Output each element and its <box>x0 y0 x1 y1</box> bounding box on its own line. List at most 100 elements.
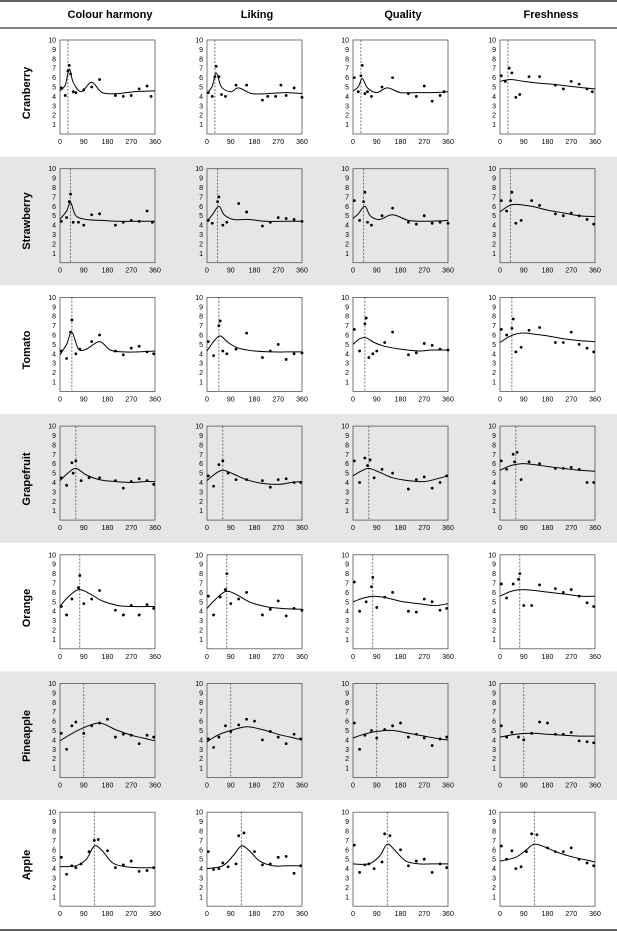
data-point <box>279 83 283 87</box>
data-point <box>510 327 514 330</box>
data-point <box>225 220 229 224</box>
y-tick-label: 7 <box>199 581 203 588</box>
data-point <box>363 733 367 737</box>
plot-frame <box>59 683 156 778</box>
y-tick-label: 5 <box>345 471 349 478</box>
y-tick-label: 6 <box>345 719 349 726</box>
y-tick-label: 2 <box>492 628 496 635</box>
data-point <box>137 613 141 617</box>
data-point <box>152 482 156 486</box>
x-tick-label: 180 <box>102 911 114 918</box>
x-tick-label: 360 <box>149 268 161 275</box>
x-tick-label: 0 <box>498 911 502 918</box>
data-point <box>292 86 296 90</box>
x-tick-label: 0 <box>351 268 355 275</box>
data-point <box>585 481 589 484</box>
y-tick-label: 5 <box>492 85 496 92</box>
x-tick-label: 360 <box>296 911 308 918</box>
data-point <box>375 349 379 353</box>
data-point <box>145 603 149 607</box>
data-point <box>422 597 426 601</box>
data-point <box>352 76 356 79</box>
data-point <box>585 218 589 221</box>
y-tick-label: 7 <box>199 452 203 459</box>
data-point <box>225 572 229 575</box>
y-tick-label: 8 <box>52 700 56 707</box>
data-point <box>121 486 125 490</box>
fitted-curve <box>206 205 302 222</box>
y-tick-label: 2 <box>52 499 56 506</box>
x-tick-label: 180 <box>395 268 407 275</box>
x-tick-label: 360 <box>296 525 308 532</box>
x-tick-label: 360 <box>589 911 601 918</box>
y-tick-label: 2 <box>199 885 203 892</box>
data-point <box>106 717 109 721</box>
data-point <box>363 92 367 95</box>
data-point <box>69 72 72 76</box>
fitted-curve <box>499 843 596 863</box>
plot-frame <box>59 168 156 264</box>
y-tick-label: 6 <box>199 333 203 340</box>
y-tick-label: 6 <box>52 590 56 597</box>
y-tick-label: 8 <box>345 442 349 449</box>
x-tick-label: 360 <box>149 911 161 918</box>
data-point <box>82 731 86 735</box>
data-point <box>375 736 379 740</box>
data-point <box>145 209 149 213</box>
x-tick-label: 180 <box>395 139 407 146</box>
data-point <box>438 220 442 224</box>
data-point <box>98 212 101 216</box>
data-point <box>391 76 394 79</box>
data-point <box>145 350 149 354</box>
panel-tomato-colour-harmony: 1 2 3 4 5 6 7 8 9 10 0 90 180 270 360 <box>48 295 161 404</box>
plot-frame <box>352 683 449 778</box>
panel-pineapple-colour-harmony: 1 2 3 4 5 6 7 8 9 10 0 90 180 270 360 <box>48 681 161 790</box>
y-tick-label: 3 <box>492 489 496 496</box>
data-point <box>121 220 125 224</box>
fitted-curve <box>352 337 449 352</box>
x-tick-label: 270 <box>418 783 430 790</box>
data-point <box>391 724 394 728</box>
x-tick-label: 0 <box>58 911 62 918</box>
plot-frame <box>59 811 156 907</box>
y-tick-label: 6 <box>492 719 496 726</box>
x-tick-label: 90 <box>227 654 235 661</box>
panel-apple-liking: 1 2 3 4 5 6 7 8 9 10 0 90 180 270 360 <box>195 810 308 919</box>
data-point <box>538 583 541 587</box>
y-tick-label: 1 <box>199 251 203 258</box>
x-tick-label: 0 <box>351 525 355 532</box>
data-point <box>569 588 573 591</box>
data-point <box>261 863 264 867</box>
y-tick-label: 5 <box>52 342 56 349</box>
data-point <box>538 462 541 466</box>
y-tick-label: 5 <box>52 728 56 735</box>
data-point <box>422 342 426 345</box>
x-tick-label: 360 <box>442 654 454 661</box>
y-tick-label: 7 <box>199 66 203 73</box>
y-tick-label: 5 <box>492 213 496 220</box>
fitted-curve <box>499 78 596 90</box>
y-tick-label: 1 <box>492 637 496 644</box>
y-tick-label: 9 <box>492 562 496 569</box>
data-point <box>535 833 539 837</box>
fitted-curve <box>352 78 449 94</box>
y-tick-label: 4 <box>345 351 349 358</box>
x-tick-label: 360 <box>296 396 308 403</box>
y-tick-label: 9 <box>345 176 349 183</box>
plot-frame <box>499 39 596 135</box>
data-point <box>59 349 63 353</box>
data-point <box>149 95 153 98</box>
data-point <box>234 83 238 87</box>
y-tick-label: 10 <box>195 166 203 173</box>
data-point <box>210 221 214 225</box>
plot-frame <box>499 811 596 907</box>
data-point <box>82 88 86 92</box>
row-labels: Cranberry Strawberry Tomato Grapefruit O… <box>21 66 33 880</box>
x-tick-label: 0 <box>205 396 209 403</box>
x-tick-label: 90 <box>80 139 88 146</box>
data-point <box>372 476 376 480</box>
data-point <box>422 857 426 861</box>
plot-frame <box>352 168 449 264</box>
